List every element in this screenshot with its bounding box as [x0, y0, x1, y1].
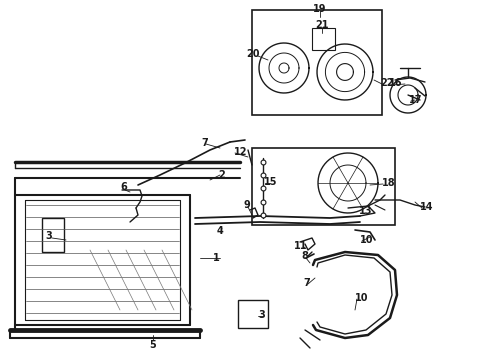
Bar [252, 10, 382, 115]
Text: 2: 2 [218, 170, 225, 180]
Text: 6: 6 [120, 182, 127, 192]
Text: 16: 16 [389, 78, 402, 88]
Bar [238, 300, 268, 328]
Text: 12: 12 [234, 147, 247, 157]
Text: 1: 1 [213, 253, 220, 263]
Text: 8: 8 [301, 251, 308, 261]
Text: 20: 20 [246, 49, 260, 59]
Text: 21: 21 [315, 20, 329, 30]
Text: 13: 13 [359, 206, 372, 216]
Bar [252, 148, 395, 225]
Text: 22: 22 [380, 78, 393, 88]
Text: 5: 5 [149, 340, 156, 350]
Text: 4: 4 [216, 226, 223, 236]
Text: 10: 10 [355, 293, 368, 303]
Text: 18: 18 [382, 178, 395, 188]
Text: 19: 19 [313, 4, 327, 14]
Text: 10: 10 [360, 235, 373, 245]
Text: 7: 7 [303, 278, 310, 288]
Text: 15: 15 [264, 177, 277, 187]
Text: 9: 9 [243, 200, 250, 210]
Text: 14: 14 [420, 202, 434, 212]
Bar [42, 218, 64, 252]
Text: 3: 3 [258, 310, 265, 320]
Text: 11: 11 [294, 241, 307, 251]
Text: 17: 17 [409, 95, 422, 105]
Text: 3: 3 [45, 231, 52, 241]
Text: 7: 7 [201, 138, 208, 148]
Bar [312, 28, 335, 50]
